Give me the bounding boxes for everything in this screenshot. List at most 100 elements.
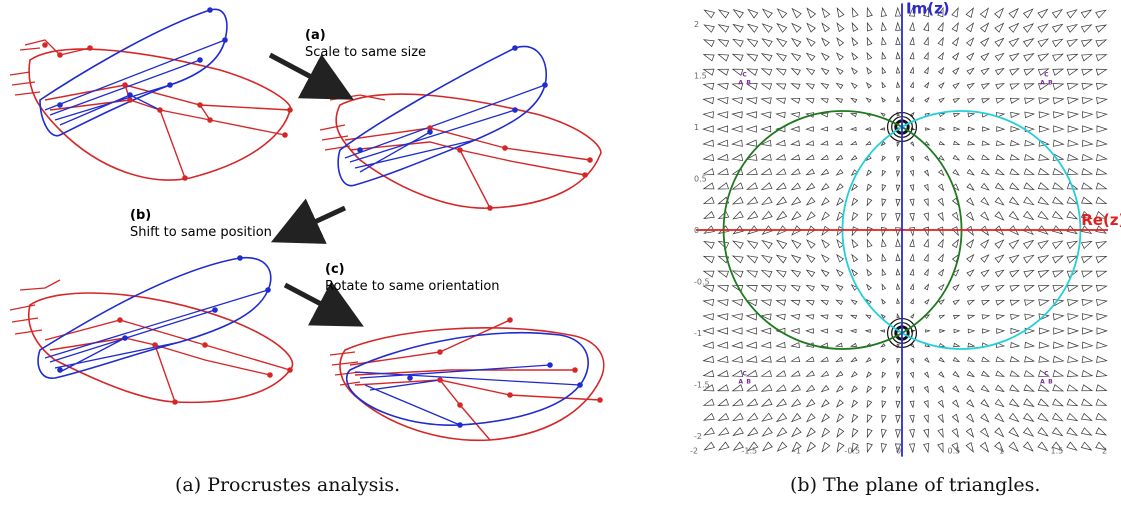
triangle-glyph xyxy=(1066,384,1079,392)
triangle-glyph xyxy=(923,6,930,18)
triangle-glyph xyxy=(1009,384,1020,392)
triangle-glyph xyxy=(1095,427,1108,436)
triangle-glyph xyxy=(849,113,857,118)
triangle-glyph xyxy=(979,441,990,453)
triangle-glyph xyxy=(775,370,787,377)
triangle-glyph xyxy=(1009,168,1020,176)
triangle-glyph xyxy=(1095,441,1107,451)
triangle-glyph xyxy=(938,155,945,161)
triangle-glyph xyxy=(980,168,990,176)
triangle-glyph xyxy=(732,23,744,33)
triangle-glyph xyxy=(966,253,975,263)
triangle-glyph xyxy=(937,6,944,18)
triangle-glyph xyxy=(952,82,960,89)
corner-vertex-label: B xyxy=(1048,378,1053,385)
triangle-glyph xyxy=(910,343,915,349)
triangle-glyph xyxy=(881,21,887,32)
triangle-glyph xyxy=(1051,427,1064,437)
triangle-glyph xyxy=(881,298,886,305)
triangle-glyph xyxy=(731,53,744,62)
triangle-glyph xyxy=(805,314,815,320)
triangle-glyph xyxy=(732,441,744,451)
triangle-glyph xyxy=(967,98,976,104)
triangle-glyph xyxy=(866,6,873,18)
triangle-glyph xyxy=(1009,97,1021,104)
step-c-text: Rotate to same orientation xyxy=(325,279,500,294)
triangle-glyph xyxy=(760,125,772,133)
triangle-glyph xyxy=(850,154,858,161)
triangle-glyph xyxy=(1023,53,1035,62)
triangle-glyph xyxy=(760,327,772,335)
triangle-glyph xyxy=(1081,153,1094,161)
triangle-glyph xyxy=(1023,37,1035,48)
triangle-glyph xyxy=(836,7,845,18)
step-a-text: Scale to same size xyxy=(305,45,427,60)
caption-b: (b) The plane of triangles. xyxy=(790,474,1041,496)
triangle-glyph xyxy=(866,212,873,222)
triangle-glyph xyxy=(937,238,944,248)
triangle-glyph xyxy=(805,154,815,160)
triangle-glyph xyxy=(790,97,801,104)
triangle-glyph xyxy=(1009,370,1020,377)
triangle-glyph xyxy=(836,253,844,263)
triangle-glyph xyxy=(966,269,975,277)
triangle-glyph xyxy=(850,140,858,146)
triangle-glyph xyxy=(979,427,990,438)
triangle-glyph xyxy=(746,182,758,190)
triangle-glyph xyxy=(790,168,801,176)
triangle-glyph xyxy=(1095,54,1108,62)
triangle-glyph xyxy=(924,298,930,305)
triangle-glyph xyxy=(1038,341,1050,349)
triangle-glyph xyxy=(775,52,787,62)
triangle-glyph xyxy=(702,125,714,133)
triangle-glyph xyxy=(1051,210,1064,220)
triangle-glyph xyxy=(790,52,802,62)
triangle-glyph xyxy=(909,386,915,394)
triangle-glyph xyxy=(966,52,975,61)
triangle-glyph xyxy=(1008,254,1020,264)
triangle-glyph xyxy=(967,112,976,118)
triangle-glyph xyxy=(702,327,714,335)
triangle-glyph xyxy=(835,284,844,292)
triangle-glyph xyxy=(732,412,744,422)
triangle-glyph xyxy=(821,22,831,33)
triangle-glyph xyxy=(952,183,960,192)
triangle-glyph xyxy=(994,441,1005,453)
triangle-glyph xyxy=(951,238,960,249)
triangle-glyph xyxy=(980,399,990,408)
triangle-glyph xyxy=(881,428,887,439)
triangle-glyph xyxy=(924,343,931,348)
triangle-glyph xyxy=(851,21,859,32)
triangle-glyph xyxy=(909,283,914,290)
y-tick-label: 1.5 xyxy=(694,72,707,81)
triangle-glyph xyxy=(760,111,772,119)
triangle-glyph xyxy=(702,168,715,176)
triangle-glyph xyxy=(790,196,802,206)
triangle-glyph xyxy=(776,441,788,452)
triangle-glyph xyxy=(937,36,944,46)
triangle-glyph xyxy=(746,68,758,76)
triangle-glyph xyxy=(1037,441,1049,452)
triangle-glyph xyxy=(1080,9,1093,19)
triangle-glyph xyxy=(879,127,886,131)
triangle-glyph xyxy=(1052,285,1065,293)
triangle-glyph xyxy=(850,299,858,306)
triangle-glyph xyxy=(717,412,730,421)
triangle-glyph xyxy=(1023,196,1035,206)
triangle-glyph xyxy=(981,356,991,362)
triangle-glyph xyxy=(760,53,773,62)
triangle-glyph xyxy=(1066,441,1078,451)
triangle-glyph xyxy=(1067,313,1080,321)
triangle-glyph xyxy=(1081,111,1094,119)
triangle-glyph xyxy=(1067,139,1080,147)
corner-vertex-label: B xyxy=(746,80,751,87)
triangle-glyph xyxy=(1066,285,1079,292)
triangle-glyph xyxy=(835,168,844,176)
triangle-glyph xyxy=(702,341,714,349)
triangle-glyph xyxy=(746,196,759,205)
triangle-glyph xyxy=(760,182,773,191)
triangle-glyph xyxy=(995,300,1006,306)
triangle-glyph xyxy=(835,82,844,90)
triangle-glyph xyxy=(1081,369,1094,378)
triangle-glyph xyxy=(775,398,787,408)
